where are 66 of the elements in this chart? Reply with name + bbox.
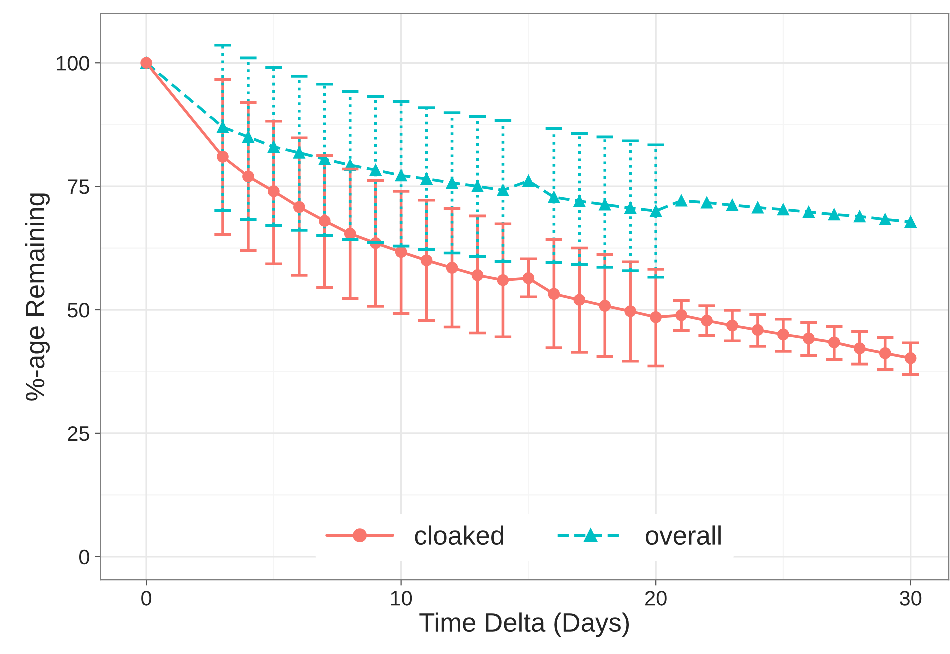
point <box>574 294 586 306</box>
point <box>395 246 408 258</box>
point <box>217 121 229 134</box>
point <box>217 151 229 163</box>
point <box>548 192 560 204</box>
y-tick-label: 100 <box>57 56 90 71</box>
point <box>701 196 713 209</box>
point <box>268 141 280 153</box>
point <box>879 348 892 360</box>
point <box>294 201 306 214</box>
point <box>446 262 458 274</box>
point <box>624 202 637 214</box>
point <box>242 170 254 183</box>
y-tick-label: 50 <box>68 303 90 318</box>
point <box>574 195 586 208</box>
x-tick-label: 20 <box>646 591 667 606</box>
legend-label: overall <box>646 526 721 546</box>
point <box>446 177 458 190</box>
point <box>752 324 764 336</box>
point <box>828 208 840 221</box>
point <box>676 310 688 322</box>
point <box>268 186 280 198</box>
point <box>726 320 738 332</box>
y-axis-title: %-age Remaining <box>25 194 50 401</box>
point <box>497 274 510 286</box>
point <box>752 202 764 214</box>
point <box>522 175 535 188</box>
x-axis-title: Time Delta (Days) <box>420 612 630 638</box>
point <box>803 332 815 345</box>
point <box>778 204 790 216</box>
point <box>472 180 484 192</box>
point <box>650 312 662 324</box>
point <box>294 147 306 159</box>
point <box>497 184 510 196</box>
y-tick-label: 75 <box>68 180 90 194</box>
point <box>624 306 637 318</box>
point <box>879 214 892 226</box>
point <box>650 205 662 218</box>
y-tick-label: 0 <box>80 550 90 565</box>
point <box>522 272 535 284</box>
point <box>803 206 815 218</box>
point <box>472 270 484 282</box>
point <box>904 352 917 364</box>
point <box>318 215 331 228</box>
point <box>548 288 560 300</box>
point <box>676 194 688 207</box>
point <box>854 342 866 354</box>
x-tick-label: 30 <box>900 591 922 606</box>
legend-label: cloaked <box>415 526 504 546</box>
point <box>854 210 866 223</box>
point <box>904 216 917 228</box>
point <box>828 336 840 348</box>
point <box>701 314 713 327</box>
point <box>599 198 612 211</box>
point <box>599 300 612 312</box>
point <box>242 131 254 144</box>
point <box>344 228 356 240</box>
x-tick-label: 10 <box>391 591 412 606</box>
y-tick-label: 25 <box>68 426 90 442</box>
x-tick-label: 0 <box>142 591 152 606</box>
point <box>726 199 738 212</box>
point <box>420 254 433 267</box>
point <box>395 170 408 182</box>
point <box>420 173 433 186</box>
point <box>778 328 790 341</box>
point <box>370 164 382 176</box>
